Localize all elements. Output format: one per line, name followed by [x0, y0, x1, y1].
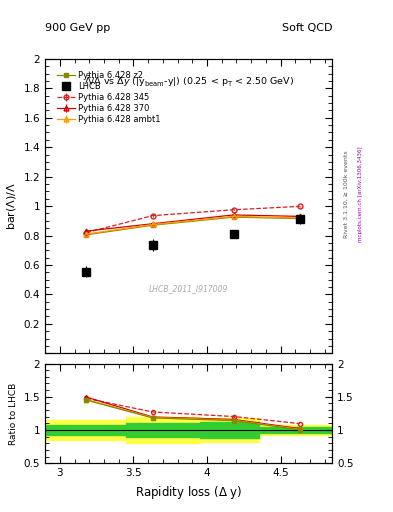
Pythia 6.428 z2 [231, 214, 236, 220]
X-axis label: Rapidity loss ($\Delta$ y): Rapidity loss ($\Delta$ y) [135, 484, 242, 501]
Line: Pythia 6.428 z2: Pythia 6.428 z2 [84, 216, 301, 237]
Text: 900 GeV pp: 900 GeV pp [45, 23, 110, 33]
Text: LHCB_2011_I917009: LHCB_2011_I917009 [149, 284, 228, 293]
Y-axis label: bar($\Lambda$)/$\Lambda$: bar($\Lambda$)/$\Lambda$ [5, 182, 18, 230]
Pythia 6.428 z2 [84, 232, 89, 238]
Pythia 6.428 z2 [298, 216, 302, 222]
Legend: Pythia 6.428 z2, LHCB, Pythia 6.428 345, Pythia 6.428 370, Pythia 6.428 ambt1: Pythia 6.428 z2, LHCB, Pythia 6.428 345,… [55, 69, 163, 125]
Y-axis label: Ratio to LHCB: Ratio to LHCB [9, 382, 18, 444]
Pythia 6.428 z2 [150, 222, 155, 228]
Text: Soft QCD: Soft QCD [282, 23, 332, 33]
Text: $\bar{\Lambda}/\Lambda$ vs $\Delta y$ (|y$_{\rm beam}$-y|) (0.25 < p$_{\rm T}$ <: $\bar{\Lambda}/\Lambda$ vs $\Delta y$ (|… [84, 74, 294, 89]
Text: Rivet 3.1.10, ≥ 100k events: Rivet 3.1.10, ≥ 100k events [344, 151, 349, 239]
Text: mcplots.cern.ch [arXiv:1306.3436]: mcplots.cern.ch [arXiv:1306.3436] [358, 147, 363, 242]
